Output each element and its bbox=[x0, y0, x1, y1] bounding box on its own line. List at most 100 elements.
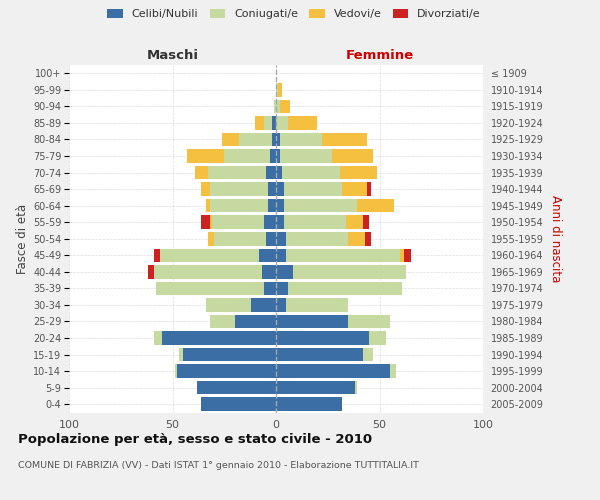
Bar bbox=[262, 265, 276, 278]
Bar bbox=[346, 216, 363, 229]
Y-axis label: Fasce di età: Fasce di età bbox=[16, 204, 29, 274]
Bar bbox=[276, 298, 286, 312]
Bar bbox=[222, 132, 239, 146]
Bar bbox=[276, 265, 293, 278]
Bar bbox=[349, 232, 365, 245]
Bar bbox=[276, 398, 342, 411]
Bar bbox=[210, 182, 268, 196]
Bar bbox=[235, 314, 276, 328]
Bar bbox=[179, 348, 183, 362]
Bar bbox=[342, 182, 367, 196]
Bar bbox=[369, 332, 386, 345]
Bar bbox=[365, 232, 371, 245]
Bar bbox=[183, 348, 276, 362]
Bar bbox=[400, 248, 404, 262]
Bar bbox=[357, 199, 394, 212]
Bar bbox=[154, 248, 160, 262]
Bar bbox=[289, 282, 402, 295]
Bar bbox=[195, 166, 208, 179]
Y-axis label: Anni di nascita: Anni di nascita bbox=[549, 195, 562, 282]
Bar bbox=[208, 166, 266, 179]
Bar bbox=[276, 364, 390, 378]
Bar bbox=[276, 116, 289, 130]
Text: Femmine: Femmine bbox=[346, 48, 413, 62]
Bar bbox=[276, 282, 289, 295]
Bar bbox=[276, 348, 363, 362]
Bar bbox=[276, 381, 355, 394]
Bar bbox=[176, 364, 276, 378]
Bar bbox=[276, 199, 284, 212]
Bar bbox=[276, 182, 284, 196]
Bar bbox=[272, 132, 276, 146]
Bar bbox=[276, 314, 349, 328]
Bar bbox=[284, 216, 346, 229]
Bar bbox=[256, 116, 263, 130]
Bar bbox=[282, 166, 340, 179]
Bar bbox=[332, 149, 373, 163]
Bar bbox=[154, 265, 262, 278]
Bar bbox=[175, 364, 176, 378]
Bar bbox=[363, 348, 373, 362]
Bar bbox=[266, 166, 276, 179]
Bar bbox=[276, 83, 278, 96]
Bar bbox=[202, 398, 276, 411]
Bar bbox=[214, 232, 266, 245]
Bar bbox=[266, 232, 276, 245]
Bar bbox=[210, 314, 235, 328]
Bar bbox=[276, 216, 284, 229]
Bar bbox=[276, 248, 286, 262]
Bar bbox=[276, 132, 280, 146]
Bar bbox=[355, 381, 357, 394]
Bar bbox=[187, 149, 224, 163]
Bar bbox=[276, 100, 280, 113]
Bar bbox=[286, 248, 400, 262]
Bar bbox=[280, 100, 290, 113]
Bar bbox=[206, 298, 251, 312]
Bar bbox=[160, 248, 259, 262]
Bar bbox=[239, 132, 272, 146]
Bar bbox=[162, 332, 276, 345]
Bar bbox=[390, 364, 396, 378]
Bar bbox=[280, 132, 322, 146]
Bar bbox=[156, 282, 263, 295]
Bar bbox=[154, 332, 162, 345]
Bar bbox=[263, 216, 276, 229]
Bar bbox=[206, 199, 210, 212]
Bar bbox=[276, 232, 286, 245]
Bar bbox=[212, 216, 263, 229]
Bar bbox=[210, 216, 212, 229]
Bar bbox=[274, 100, 276, 113]
Bar bbox=[286, 232, 349, 245]
Bar bbox=[322, 132, 367, 146]
Bar bbox=[284, 199, 357, 212]
Bar bbox=[276, 332, 369, 345]
Text: COMUNE DI FABRIZIA (VV) - Dati ISTAT 1° gennaio 2010 - Elaborazione TUTTITALIA.I: COMUNE DI FABRIZIA (VV) - Dati ISTAT 1° … bbox=[18, 461, 419, 470]
Bar bbox=[276, 166, 282, 179]
Text: Popolazione per età, sesso e stato civile - 2010: Popolazione per età, sesso e stato civil… bbox=[18, 432, 372, 446]
Bar bbox=[272, 116, 276, 130]
Bar bbox=[197, 381, 276, 394]
Bar bbox=[224, 149, 270, 163]
Bar bbox=[210, 199, 268, 212]
Bar bbox=[404, 248, 410, 262]
Bar bbox=[278, 83, 282, 96]
Bar bbox=[284, 182, 342, 196]
Text: Maschi: Maschi bbox=[146, 48, 199, 62]
Bar bbox=[259, 248, 276, 262]
Bar bbox=[208, 232, 214, 245]
Legend: Celibi/Nubili, Coniugati/e, Vedovi/e, Divorziati/e: Celibi/Nubili, Coniugati/e, Vedovi/e, Di… bbox=[104, 6, 484, 22]
Bar bbox=[263, 116, 272, 130]
Bar bbox=[148, 265, 154, 278]
Bar bbox=[268, 199, 276, 212]
Bar bbox=[270, 149, 276, 163]
Bar bbox=[251, 298, 276, 312]
Bar bbox=[340, 166, 377, 179]
Bar bbox=[293, 265, 406, 278]
Bar bbox=[286, 298, 349, 312]
Bar bbox=[276, 149, 280, 163]
Bar bbox=[202, 182, 210, 196]
Bar bbox=[363, 216, 369, 229]
Bar bbox=[289, 116, 317, 130]
Bar bbox=[268, 182, 276, 196]
Bar bbox=[280, 149, 332, 163]
